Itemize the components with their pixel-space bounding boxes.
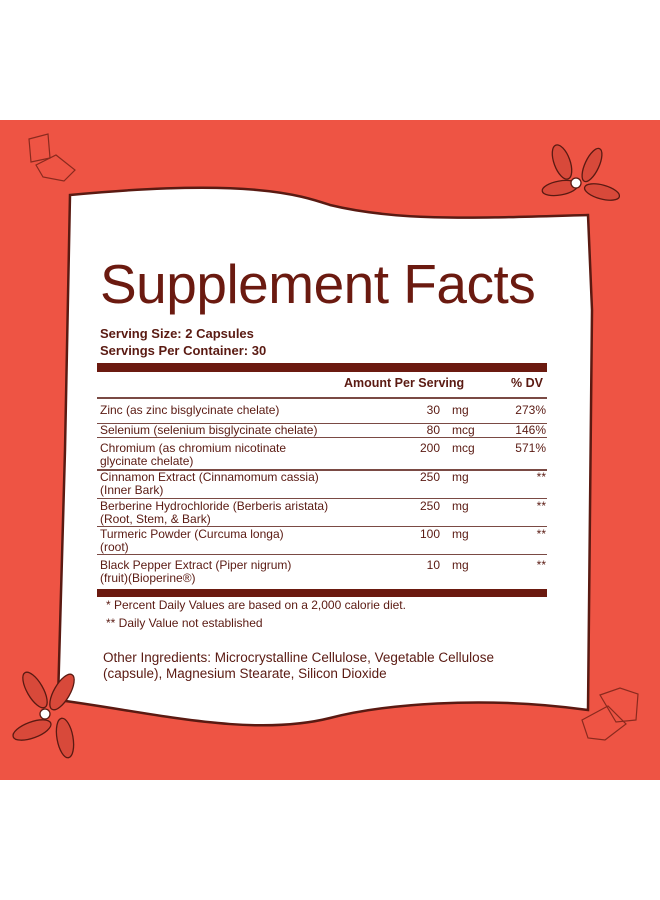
ingredient-dv: ** <box>536 558 546 572</box>
ingredient-dv: ** <box>536 499 546 513</box>
divider <box>97 469 547 471</box>
ingredient-dv: 571% <box>515 441 546 455</box>
ingredient-amount: 250 <box>419 499 440 513</box>
top-bar <box>97 363 547 372</box>
servings-per-container: Servings Per Container: 30 <box>100 343 267 358</box>
divider <box>97 554 547 555</box>
ingredient-unit: mg <box>452 499 469 513</box>
ingredient-dv: 146% <box>515 423 546 437</box>
ingredient-amount: 100 <box>419 527 440 541</box>
sugar-cube-icon <box>581 687 639 741</box>
ingredient-name: Turmeric Powder (Curcuma longa) (root) <box>100 527 284 554</box>
footnote: ** Daily Value not established <box>106 616 263 630</box>
ingredient-amount: 30 <box>426 403 440 417</box>
ingredient-name: Berberine Hydrochloride (Berberis arista… <box>100 499 329 526</box>
ingredient-name: Black Pepper Extract (Piper nigrum) (fru… <box>100 558 292 585</box>
page-title: Supplement Facts <box>100 253 536 315</box>
ingredient-amount: 10 <box>426 558 440 572</box>
ingredient-unit: mg <box>452 403 469 417</box>
divider <box>97 423 547 424</box>
ingredient-dv: ** <box>536 470 546 484</box>
dv-header: % DV <box>511 376 543 390</box>
ingredient-unit: mg <box>452 558 469 572</box>
divider <box>97 498 547 499</box>
amount-header: Amount Per Serving <box>344 376 465 390</box>
ingredient-amount: 200 <box>419 441 440 455</box>
ingredient-unit: mcg <box>452 423 475 437</box>
divider <box>97 437 547 438</box>
ingredient-name: Chromium (as chromium nicotinate glycina… <box>100 441 287 468</box>
bottom-bar <box>97 589 547 597</box>
ingredient-amount: 250 <box>419 470 440 484</box>
ingredient-name: Cinnamon Extract (Cinnamomum cassia) (In… <box>100 470 319 497</box>
ingredient-amount: 80 <box>426 423 440 437</box>
serving-size: Serving Size: 2 Capsules <box>100 326 254 341</box>
other-ingredients: Other Ingredients: Microcrystalline Cell… <box>103 650 494 681</box>
ingredient-unit: mcg <box>452 441 475 455</box>
sugar-cube-icon <box>28 133 76 182</box>
ingredient-unit: mg <box>452 527 469 541</box>
ingredient-unit: mg <box>452 470 469 484</box>
ingredient-dv: 273% <box>515 403 546 417</box>
footnote: * Percent Daily Values are based on a 2,… <box>106 598 406 612</box>
star-anise-icon <box>541 144 621 201</box>
star-anise-icon <box>12 671 75 759</box>
ingredient-dv: ** <box>536 527 546 541</box>
divider <box>97 397 547 399</box>
ingredient-name: Selenium (selenium bisglycinate chelate) <box>100 423 318 437</box>
divider <box>97 526 547 527</box>
ingredient-name: Zinc (as zinc bisglycinate chelate) <box>100 403 280 417</box>
